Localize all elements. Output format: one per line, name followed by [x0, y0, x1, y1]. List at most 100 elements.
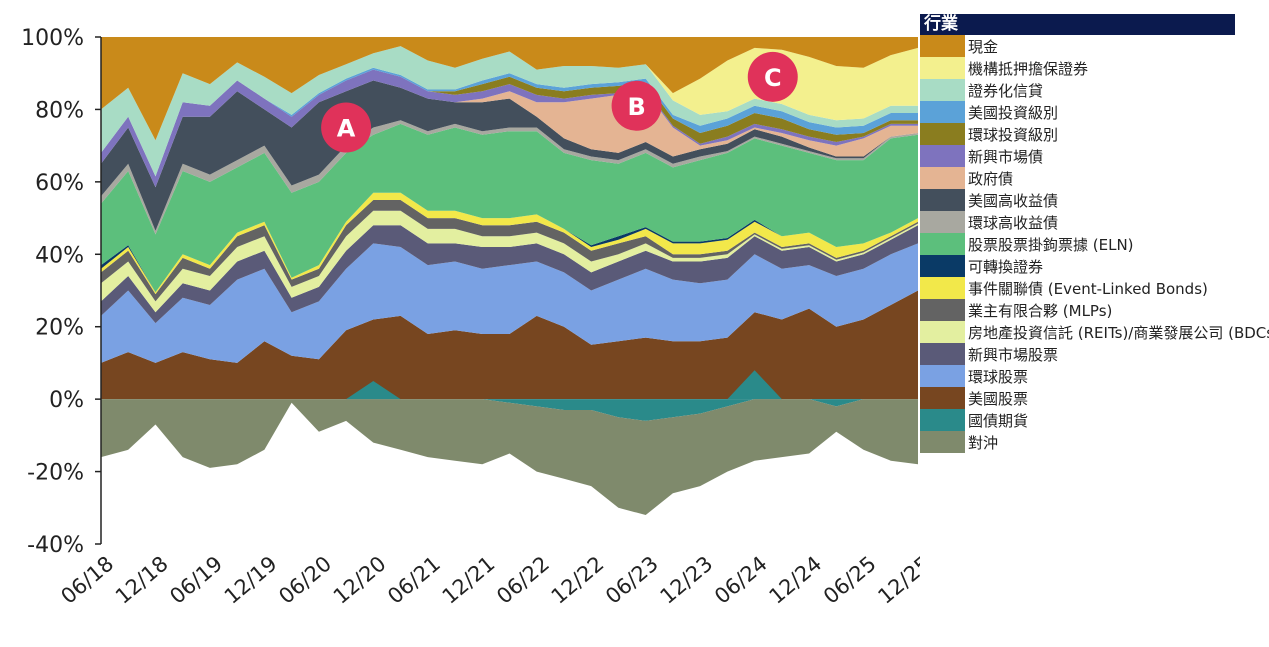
- legend-item-series-13: 房地產投資信託 (REITs)/商業發展公司 (BDCs): [920, 321, 1269, 343]
- legend-item-series-5: 新興市場債: [920, 145, 1269, 167]
- legend-item-series-0: 現金: [920, 35, 1269, 57]
- legend-label: 環球股票: [968, 367, 1029, 386]
- x-tick-label: 06/21: [383, 551, 445, 608]
- x-tick-label: 06/24: [710, 551, 772, 608]
- legend-swatch: [920, 35, 965, 57]
- legend-label: 對沖: [968, 433, 999, 452]
- legend-swatch: [920, 387, 965, 409]
- area-series-18: [101, 399, 918, 515]
- area-series-9: [101, 123, 918, 293]
- annotation-label: C: [764, 64, 782, 92]
- legend-items: 現金 機構抵押擔保證券證券化信貸美國投資級別 環球投資級別 新興市場債 政府債美國高收益…: [920, 35, 1269, 453]
- annotations: A B C: [321, 51, 798, 153]
- legend-label: 業主有限合夥 (MLPs): [968, 301, 1113, 320]
- legend-label: 美國高收益債: [968, 191, 1059, 210]
- legend: 行業 現金 機構抵押擔保證券證券化信貸美國投資級別 環球投資級別 新興市場債 政府債美國…: [920, 14, 1269, 453]
- x-tick-label: 12/23: [656, 551, 718, 608]
- x-tick-label: 12/22: [547, 551, 609, 608]
- legend-swatch: [920, 299, 965, 321]
- y-axis: 100% 80% 60% 40% 20% 0% -20% -40%: [21, 26, 102, 558]
- legend-swatch: [920, 123, 965, 145]
- x-tick-label: 12/19: [220, 551, 282, 608]
- annotation-circle: [321, 102, 372, 153]
- legend-item-series-1: 機構抵押擔保證券: [920, 57, 1269, 79]
- area-series-0: [101, 37, 918, 141]
- legend-label: 新興市場股票: [968, 345, 1059, 364]
- area-series-14: [101, 225, 918, 324]
- legend-item-series-9: 股票股票掛鉤票據 (ELN): [920, 233, 1269, 255]
- x-tick-label: 12/24: [764, 551, 826, 608]
- x-tick-label: 12/18: [111, 551, 173, 608]
- area-series-7: [101, 80, 918, 231]
- legend-title: 行業: [920, 14, 1235, 35]
- annotation-circle: [747, 51, 798, 102]
- legend-item-series-16: 美國股票: [920, 387, 1269, 409]
- area-series-15: [101, 243, 918, 363]
- x-tick-label: 12/21: [438, 551, 500, 608]
- x-tick-label: 12/20: [329, 551, 391, 608]
- legend-swatch: [920, 343, 965, 365]
- legend-swatch: [920, 145, 965, 167]
- annotation-circle: [611, 80, 662, 131]
- legend-swatch: [920, 321, 965, 343]
- x-tick-label: 06/19: [165, 551, 227, 608]
- legend-swatch: [920, 277, 965, 299]
- annotation-label: A: [337, 115, 356, 143]
- legend-item-series-3: 美國投資級別: [920, 101, 1269, 123]
- legend-label: 可轉換證券: [968, 257, 1044, 276]
- legend-item-series-17: 國債期貨: [920, 409, 1269, 431]
- area-series-4: [101, 69, 918, 177]
- legend-label: 證券化信貸: [968, 81, 1044, 100]
- y-tick-label: 60%: [35, 171, 84, 196]
- legend-swatch: [920, 101, 965, 123]
- legend-swatch: [920, 431, 965, 453]
- legend-swatch: [920, 365, 965, 387]
- area-series-1: [101, 46, 918, 141]
- stacked-area-chart: 100%80%60%40%20%0%-20%-40% 06/1812/1806/…: [21, 26, 920, 609]
- area-layers: [101, 37, 918, 515]
- legend-item-series-18: 對沖: [920, 431, 1269, 453]
- legend-item-series-2: 證券化信貸: [920, 79, 1269, 101]
- legend-swatch: [920, 189, 965, 211]
- legend-label: 股票股票掛鉤票據 (ELN): [968, 235, 1134, 254]
- legend-label: 環球投資級別: [968, 125, 1059, 144]
- y-tick-label: 20%: [35, 316, 84, 341]
- legend-swatch: [920, 211, 965, 233]
- legend-item-series-14: 新興市場股票: [920, 343, 1269, 365]
- legend-item-series-4: 環球投資級別: [920, 123, 1269, 145]
- legend-swatch: [920, 57, 965, 79]
- legend-item-series-12: 業主有限合夥 (MLPs): [920, 299, 1269, 321]
- legend-swatch: [920, 79, 965, 101]
- x-tick-label: 12/25: [873, 551, 920, 608]
- area-series-2: [101, 46, 918, 177]
- legend-swatch: [920, 233, 965, 255]
- legend-label: 美國股票: [968, 389, 1029, 408]
- x-tick-label: 06/25: [819, 551, 881, 608]
- area-series-13: [101, 210, 918, 313]
- legend-item-series-6: 政府債: [920, 167, 1269, 189]
- annotation-marker-c: C: [747, 51, 798, 102]
- y-tick-label: 80%: [35, 98, 84, 123]
- annotation-marker-a: A: [321, 102, 372, 153]
- x-tick-label: 06/20: [274, 551, 336, 608]
- y-tick-label: 0%: [49, 388, 84, 413]
- annotation-label: B: [627, 93, 645, 121]
- legend-item-series-10: 可轉換證券: [920, 255, 1269, 277]
- legend-swatch: [920, 409, 965, 431]
- legend-label: 美國投資級別: [968, 103, 1059, 122]
- x-tick-label: 06/22: [492, 551, 554, 608]
- legend-label: 新興市場債: [968, 147, 1044, 166]
- annotation-marker-b: B: [611, 80, 662, 131]
- legend-item-series-11: 事件關聯債 (Event-Linked Bonds): [920, 277, 1269, 299]
- y-tick-label: -40%: [27, 533, 84, 558]
- x-tick-label: 06/18: [56, 551, 118, 608]
- area-series-17: [101, 399, 918, 421]
- legend-label: 房地產投資信託 (REITs)/商業發展公司 (BDCs): [968, 323, 1269, 342]
- legend-label: 環球高收益債: [968, 213, 1059, 232]
- legend-label: 現金: [968, 37, 999, 56]
- legend-swatch: [920, 167, 965, 189]
- legend-item-series-7: 美國高收益債: [920, 189, 1269, 211]
- legend-item-series-15: 環球股票: [920, 365, 1269, 387]
- legend-item-series-8: 環球高收益債: [920, 211, 1269, 233]
- legend-swatch: [920, 255, 965, 277]
